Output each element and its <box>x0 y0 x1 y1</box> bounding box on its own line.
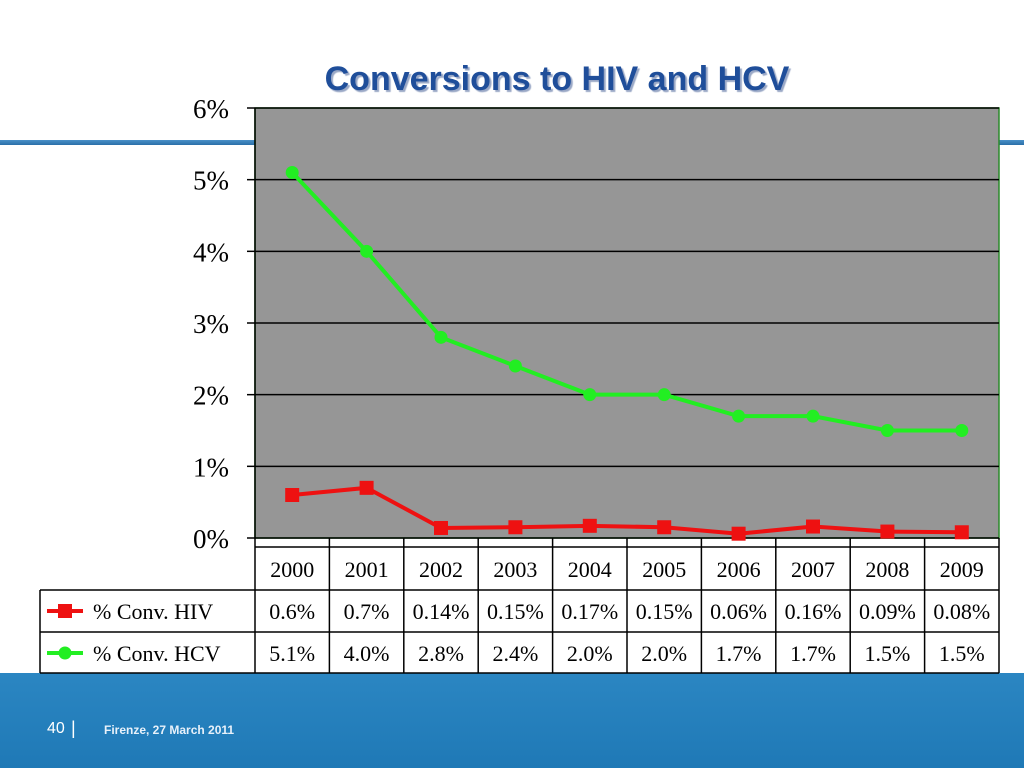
category-label: 2002 <box>419 557 463 582</box>
hcv-marker <box>955 424 969 437</box>
data-label: 0.15% <box>636 599 693 624</box>
hiv-marker <box>954 525 969 540</box>
page-number: 40 <box>47 720 65 737</box>
y-tick-label: 1% <box>193 452 229 482</box>
data-label: 0.09% <box>859 599 916 624</box>
hcv-marker <box>434 330 448 344</box>
footer-text: Firenze, 27 March 2011 <box>104 723 235 737</box>
hiv-marker <box>657 520 672 535</box>
data-label: 1.7% <box>716 641 762 666</box>
legend-key-marker <box>58 646 72 660</box>
series-line <box>290 171 962 433</box>
hiv-marker <box>731 526 746 541</box>
data-label: 0.7% <box>344 599 390 624</box>
slide-title: Conversions to HIV and HCV <box>324 60 790 98</box>
hiv-marker <box>434 520 448 535</box>
hiv-marker <box>880 524 895 539</box>
data-label: 0.17% <box>561 599 618 624</box>
data-label: 0.08% <box>933 599 990 624</box>
y-tick-label: 2% <box>193 381 229 411</box>
data-label: 0.16% <box>785 599 842 624</box>
hiv-marker <box>359 480 374 495</box>
hcv-marker <box>806 409 820 423</box>
data-label: 2.8% <box>418 641 464 666</box>
data-label: 0.14% <box>413 599 470 624</box>
data-label: 2.0% <box>641 641 687 666</box>
data-label: 5.1% <box>269 641 315 666</box>
legend-label: % Conv. HCV <box>93 641 221 666</box>
hcv-marker <box>583 388 597 402</box>
y-tick-label: 0% <box>193 524 229 554</box>
hiv-marker <box>582 518 597 533</box>
data-label: 0.15% <box>487 599 544 624</box>
category-label: 2009 <box>940 557 984 582</box>
hiv-marker <box>285 488 300 502</box>
hcv-marker <box>657 388 671 402</box>
category-label: 2000 <box>270 557 314 582</box>
y-tick-label: 5% <box>193 166 229 196</box>
category-label: 2005 <box>642 557 686 582</box>
data-table <box>39 538 1000 674</box>
y-tick-label: 4% <box>193 237 229 267</box>
category-label: 2003 <box>493 557 537 582</box>
data-label: 0.06% <box>710 599 767 624</box>
category-label: 2006 <box>717 557 761 582</box>
data-label: 2.0% <box>567 641 613 666</box>
hcv-marker <box>285 166 299 179</box>
footer-bar <box>0 673 1024 768</box>
category-label: 2004 <box>568 557 612 582</box>
y-tick-label: 3% <box>193 309 229 339</box>
data-label: 1.5% <box>939 641 985 666</box>
y-tick-label: 6% <box>193 94 229 124</box>
hiv-marker <box>508 520 523 535</box>
footer-separator: | <box>71 718 76 738</box>
data-label: 2.4% <box>492 641 538 666</box>
series-line <box>292 485 962 536</box>
category-label: 2007 <box>791 557 835 582</box>
hcv-marker <box>732 409 746 423</box>
data-label: 0.6% <box>269 599 315 624</box>
hcv-marker <box>508 359 522 373</box>
data-label: 4.0% <box>344 641 390 666</box>
hiv-marker <box>806 519 820 534</box>
hcv-marker <box>880 424 894 437</box>
legend-label: % Conv. HIV <box>93 599 213 624</box>
category-label: 2001 <box>345 557 389 582</box>
legend-key-marker <box>58 604 72 618</box>
data-label: 1.7% <box>790 641 836 666</box>
category-label: 2008 <box>865 557 909 582</box>
data-label: 1.5% <box>864 641 910 666</box>
hcv-marker <box>360 244 374 258</box>
